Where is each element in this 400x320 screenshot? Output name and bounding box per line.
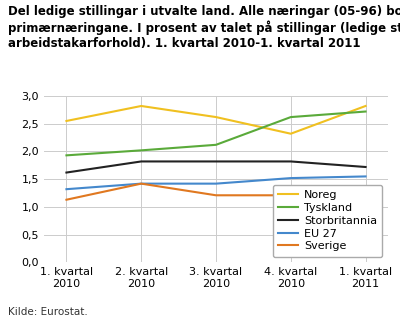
Storbritannia — [363, 165, 368, 169]
Storbritannia — [214, 160, 218, 164]
Noreg — [214, 115, 218, 119]
EU 27 — [64, 187, 69, 191]
EU 27 — [363, 174, 368, 178]
EU 27 — [214, 182, 218, 186]
Storbritannia — [139, 160, 144, 164]
Noreg — [64, 119, 69, 123]
Sverige — [214, 193, 218, 197]
Tyskland — [288, 115, 293, 119]
Tyskland — [214, 143, 218, 147]
Text: Del ledige stillingar i utvalte land. Alle næringar (05-96) bortsett frå
primærn: Del ledige stillingar i utvalte land. Al… — [8, 3, 400, 50]
Sverige — [288, 193, 293, 197]
Storbritannia — [64, 171, 69, 174]
EU 27 — [288, 176, 293, 180]
Sverige — [64, 198, 69, 202]
Sverige — [139, 182, 144, 186]
Noreg — [363, 104, 368, 108]
Text: Kilde: Eurostat.: Kilde: Eurostat. — [8, 307, 88, 317]
EU 27 — [139, 182, 144, 186]
Line: Sverige: Sverige — [66, 184, 366, 200]
Line: Tyskland: Tyskland — [66, 112, 366, 155]
Tyskland — [139, 148, 144, 152]
Line: Storbritannia: Storbritannia — [66, 162, 366, 172]
Noreg — [288, 132, 293, 136]
Tyskland — [64, 153, 69, 157]
Tyskland — [363, 110, 368, 114]
Legend: Noreg, Tyskland, Storbritannia, EU 27, Sverige: Noreg, Tyskland, Storbritannia, EU 27, S… — [273, 185, 382, 257]
Sverige — [363, 192, 368, 196]
Line: Noreg: Noreg — [66, 106, 366, 134]
Line: EU 27: EU 27 — [66, 176, 366, 189]
Noreg — [139, 104, 144, 108]
Storbritannia — [288, 160, 293, 164]
